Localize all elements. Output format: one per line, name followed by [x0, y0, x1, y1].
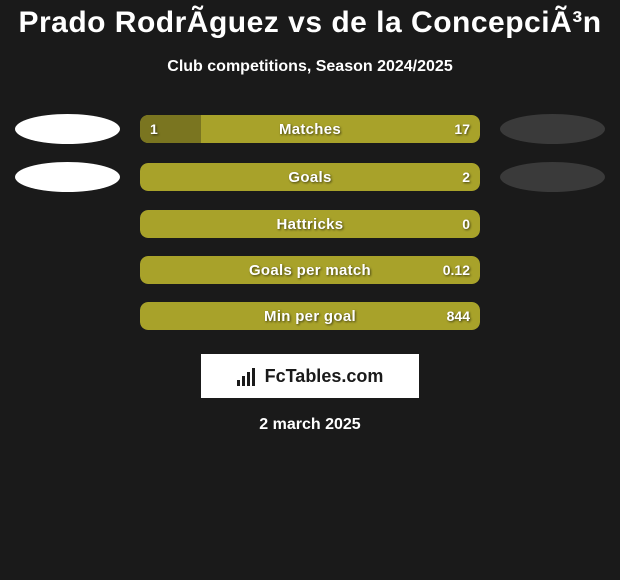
stat-bar: Goals2	[140, 163, 480, 191]
stat-row: Min per goal844	[0, 302, 620, 330]
stat-label: Hattricks	[140, 210, 480, 238]
stat-label: Goals	[140, 163, 480, 191]
chart-icon	[237, 366, 259, 386]
player-left-ellipse	[15, 114, 120, 144]
player-left-ellipse	[15, 162, 120, 192]
stats-area: 1Matches17 Goals2 Hattricks0 Goals per matc…	[0, 114, 620, 330]
stat-label: Goals per match	[140, 256, 480, 284]
stat-bar: Goals per match0.12	[140, 256, 480, 284]
stat-label: Matches	[140, 115, 480, 143]
subtitle: Club competitions, Season 2024/2025	[0, 58, 620, 76]
stat-row: 1Matches17	[0, 114, 620, 144]
comparison-widget: Prado RodrÃ­guez vs de la ConcepciÃ³n Cl…	[0, 0, 620, 434]
logo-badge: FcTables.com	[201, 354, 419, 398]
stat-right-value: 17	[454, 115, 470, 143]
date-label: 2 march 2025	[0, 416, 620, 434]
stat-right-value: 0	[462, 210, 470, 238]
stat-row: Goals2	[0, 162, 620, 192]
stat-bar: Hattricks0	[140, 210, 480, 238]
stat-right-value: 844	[447, 302, 470, 330]
stat-bar: 1Matches17	[140, 115, 480, 143]
stat-row: Goals per match0.12	[0, 256, 620, 284]
player-right-ellipse	[500, 162, 605, 192]
page-title: Prado RodrÃ­guez vs de la ConcepciÃ³n	[0, 6, 620, 40]
stat-row: Hattricks0	[0, 210, 620, 238]
stat-right-value: 0.12	[443, 256, 470, 284]
player-right-ellipse	[500, 114, 605, 144]
stat-label: Min per goal	[140, 302, 480, 330]
stat-right-value: 2	[462, 163, 470, 191]
stat-bar: Min per goal844	[140, 302, 480, 330]
logo-text: FcTables.com	[265, 366, 384, 387]
